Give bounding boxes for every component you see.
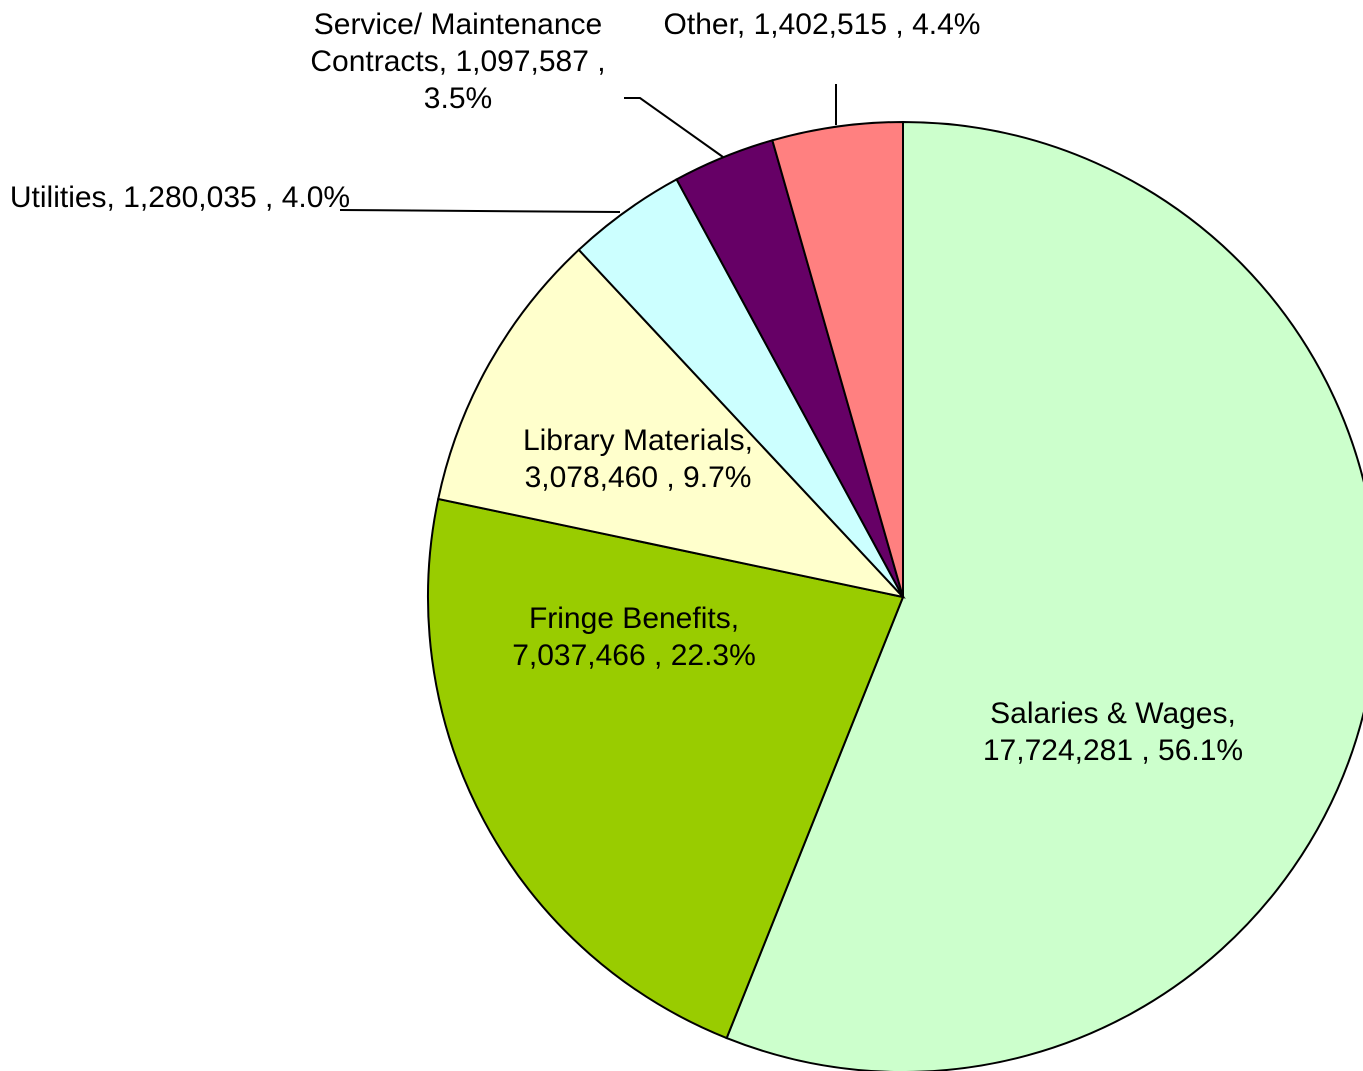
label-percent: 56.1% <box>1158 734 1244 767</box>
label-value: 7,037,466 , <box>512 639 663 672</box>
pie-slice <box>427 497 905 1040</box>
label-value: 17,724,281 , <box>982 734 1150 767</box>
label-category: Fringe Benefits, <box>528 602 740 635</box>
label-value: 1,402,515 , <box>753 8 904 41</box>
label-value: 1,280,035 , <box>123 181 274 214</box>
label-category: Salaries & Wages, <box>990 697 1236 730</box>
leader-line <box>339 209 621 213</box>
label-percent: 4.4% <box>912 8 981 41</box>
leader-line <box>624 97 724 158</box>
data-label: Salaries & Wages, 17,724,281 , 56.1% <box>943 695 1283 769</box>
data-label: Other, 1,402,515 , 4.4% <box>662 6 982 43</box>
label-percent: 3.5% <box>423 82 493 115</box>
label-category: Utilities, <box>9 181 115 214</box>
pie-slice <box>725 120 1363 1071</box>
label-category: Service/ Maintenance Contracts, <box>310 8 603 78</box>
label-category: Library Materials, <box>522 424 754 457</box>
label-percent: 4.0% <box>281 181 351 214</box>
label-value: 1,097,587 , <box>455 45 606 78</box>
label-value: 3,078,460 , <box>524 461 675 494</box>
label-category: Other, <box>663 8 746 41</box>
slices <box>427 120 1363 1071</box>
data-label: Utilities, 1,280,035 , 4.0% <box>8 179 353 216</box>
pie-slice <box>771 120 904 598</box>
label-percent: 22.3% <box>670 639 756 672</box>
label-percent: 9.7% <box>683 461 752 494</box>
data-label: Fringe Benefits, 7,037,466 , 22.3% <box>474 600 794 674</box>
data-label: Library Materials, 3,078,460 , 9.7% <box>488 422 788 496</box>
pie-slice <box>437 248 906 599</box>
data-label: Service/ Maintenance Contracts, 1,097,58… <box>273 6 643 117</box>
